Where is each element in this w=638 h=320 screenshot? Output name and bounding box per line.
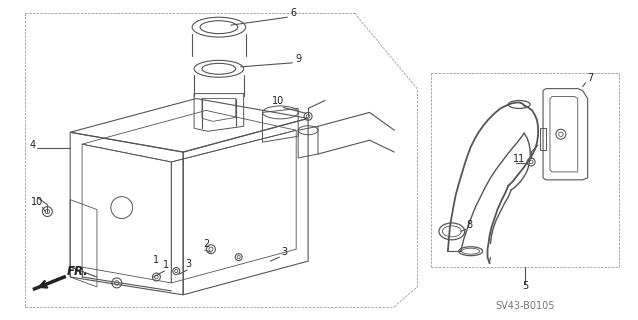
Text: SV43-B0105: SV43-B0105	[496, 301, 555, 311]
Text: 3: 3	[281, 247, 288, 257]
Text: FR.: FR.	[67, 265, 89, 278]
Text: 10: 10	[31, 196, 43, 207]
Text: 6: 6	[290, 8, 297, 18]
Text: 5: 5	[523, 281, 528, 291]
Text: 8: 8	[467, 220, 473, 230]
Text: 1: 1	[163, 260, 170, 270]
Text: 11: 11	[514, 154, 526, 164]
Text: 3: 3	[185, 259, 191, 269]
Text: 4: 4	[29, 140, 36, 150]
Text: 2: 2	[203, 239, 209, 249]
Text: 1: 1	[154, 255, 160, 265]
Text: 9: 9	[295, 54, 301, 64]
Text: 10: 10	[272, 97, 285, 107]
Text: 7: 7	[588, 73, 594, 83]
